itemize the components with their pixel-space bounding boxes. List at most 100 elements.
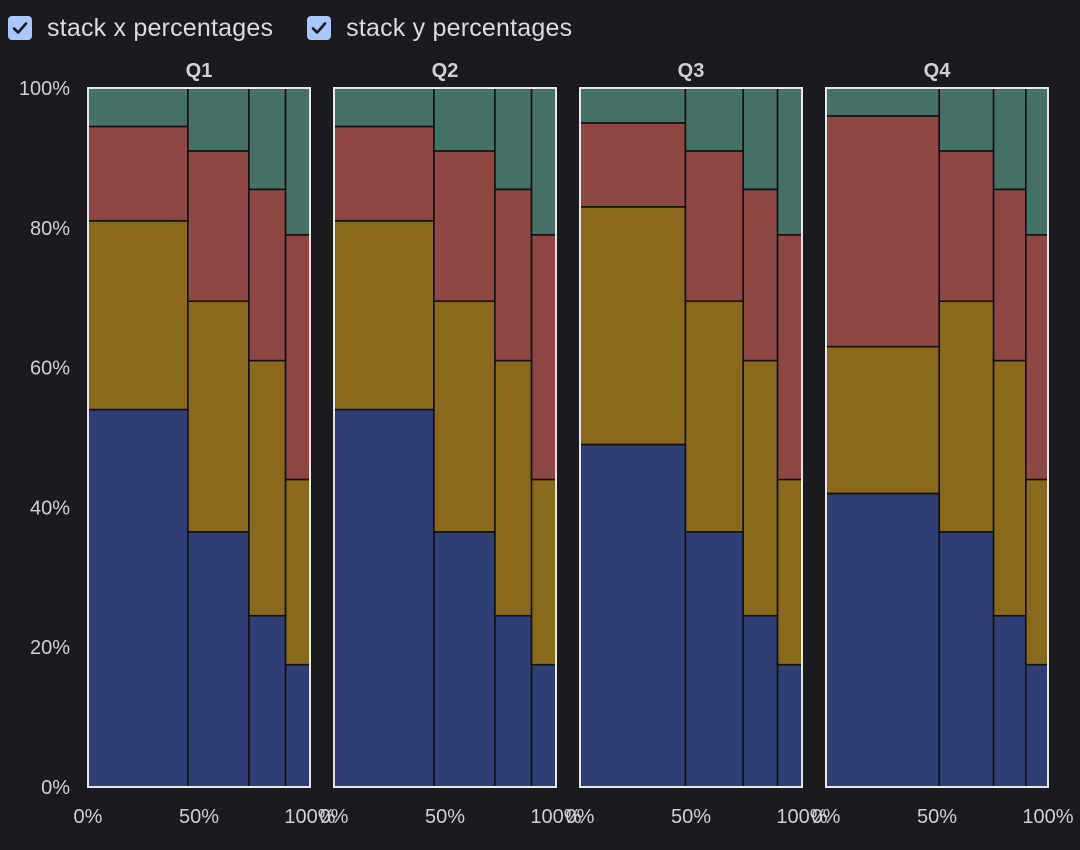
mosaic-cell <box>187 300 250 533</box>
x-tick-label: 0% <box>74 806 103 828</box>
mosaic-cell <box>825 345 941 495</box>
mosaic-cell <box>433 531 496 788</box>
x-tick-label: 0% <box>566 806 595 828</box>
mosaic-cell <box>87 87 189 128</box>
chart-controls: stack x percentages stack y percentages <box>8 10 606 46</box>
mosaic-cell <box>87 220 189 411</box>
y-tick-label: 0% <box>41 777 70 799</box>
mosaic-cell <box>684 87 744 152</box>
mosaic-cell <box>248 359 287 617</box>
mosaic-cell <box>187 87 250 152</box>
mosaic-cell <box>742 359 779 617</box>
mosaic-cell <box>579 206 687 446</box>
checkmark-icon <box>311 22 327 34</box>
mosaic-cell <box>333 87 435 128</box>
mosaic-cell <box>1025 233 1049 481</box>
panel-frame <box>825 87 1049 788</box>
mosaic-cell <box>938 87 995 152</box>
panel-title: Q4 <box>924 60 952 82</box>
y-tick-label: 100% <box>19 78 70 100</box>
mosaic-cell <box>992 614 1027 788</box>
x-tick-label: 0% <box>320 806 349 828</box>
x-tick-label: 50% <box>179 806 219 828</box>
stack-x-checkbox[interactable] <box>8 16 32 40</box>
x-tick-label: 0% <box>812 806 841 828</box>
mosaic-cell <box>530 87 557 236</box>
y-tick-label: 40% <box>30 497 70 519</box>
mosaic-cell <box>494 614 533 788</box>
mosaic-cell <box>579 443 687 788</box>
mosaic-cell <box>333 220 435 411</box>
mosaic-cell <box>579 87 687 124</box>
mosaic-cell <box>433 87 496 152</box>
mosaic-cell <box>1025 663 1049 788</box>
panel-frame <box>87 87 311 788</box>
mosaic-cell <box>1025 478 1049 666</box>
mosaic-cell <box>284 87 311 236</box>
panel-title: Q1 <box>186 60 213 82</box>
panel-frame <box>579 87 803 788</box>
mosaic-cell <box>284 233 311 481</box>
mosaic-cell <box>684 300 744 533</box>
mosaic-cell <box>433 300 496 533</box>
mosaic-cell <box>938 150 995 302</box>
mosaic-cell <box>742 87 779 191</box>
y-tick-label: 80% <box>30 218 70 240</box>
mosaic-cell <box>1025 87 1049 236</box>
mosaic-cell <box>684 150 744 302</box>
mosaic-cell <box>992 87 1027 191</box>
stack-y-label: stack y percentages <box>346 13 573 42</box>
panel-title: Q3 <box>678 60 705 82</box>
mosaic-cell <box>776 233 803 481</box>
x-tick-label: 50% <box>917 806 957 828</box>
mosaic-cell <box>992 359 1027 617</box>
mosaic-cell <box>992 188 1027 362</box>
x-tick-label: 50% <box>425 806 465 828</box>
mosaic-cell <box>187 150 250 302</box>
mosaic-cell <box>530 233 557 481</box>
mosaic-cell <box>530 663 557 788</box>
mosaic-cell <box>776 663 803 788</box>
x-tick-label: 100% <box>776 806 827 828</box>
mosaic-cell <box>494 87 533 191</box>
mosaic-cell <box>530 478 557 666</box>
x-tick-label: 100% <box>530 806 581 828</box>
panel-frame <box>333 87 557 788</box>
mosaic-cell <box>825 87 941 117</box>
mosaic-cell <box>333 408 435 788</box>
mosaic-cell <box>776 87 803 236</box>
mosaic-cell <box>433 150 496 302</box>
mosaic-cell <box>684 531 744 788</box>
mosaic-cell <box>938 300 995 533</box>
mosaic-cell <box>87 125 189 222</box>
checkmark-icon <box>12 22 28 34</box>
mosaic-cell <box>248 188 287 362</box>
stack-y-toggle[interactable]: stack y percentages <box>307 14 572 43</box>
mosaic-cell <box>187 531 250 788</box>
x-tick-label: 100% <box>1022 806 1073 828</box>
mosaic-cell <box>333 125 435 222</box>
mosaic-cell <box>776 478 803 666</box>
y-tick-label: 60% <box>30 358 70 380</box>
mosaic-cell <box>742 614 779 788</box>
mosaic-cell <box>494 359 533 617</box>
mosaic-cell <box>825 115 941 348</box>
panel-title: Q2 <box>432 60 459 82</box>
mosaic-cell <box>579 122 687 208</box>
y-tick-label: 20% <box>30 637 70 659</box>
mosaic-cell <box>825 492 941 788</box>
mosaic-cell <box>284 478 311 666</box>
mosaic-cell <box>248 614 287 788</box>
mosaic-cell <box>87 408 189 788</box>
mosaic-cell <box>494 188 533 362</box>
mosaic-cell <box>938 531 995 788</box>
x-tick-label: 50% <box>671 806 711 828</box>
mosaic-cell <box>742 188 779 362</box>
mosaic-cell <box>284 663 311 788</box>
mosaic-cell <box>248 87 287 191</box>
stack-x-label: stack x percentages <box>47 13 274 42</box>
stack-x-toggle[interactable]: stack x percentages <box>8 14 273 43</box>
stack-y-checkbox[interactable] <box>307 16 332 40</box>
x-tick-label: 100% <box>284 806 335 828</box>
